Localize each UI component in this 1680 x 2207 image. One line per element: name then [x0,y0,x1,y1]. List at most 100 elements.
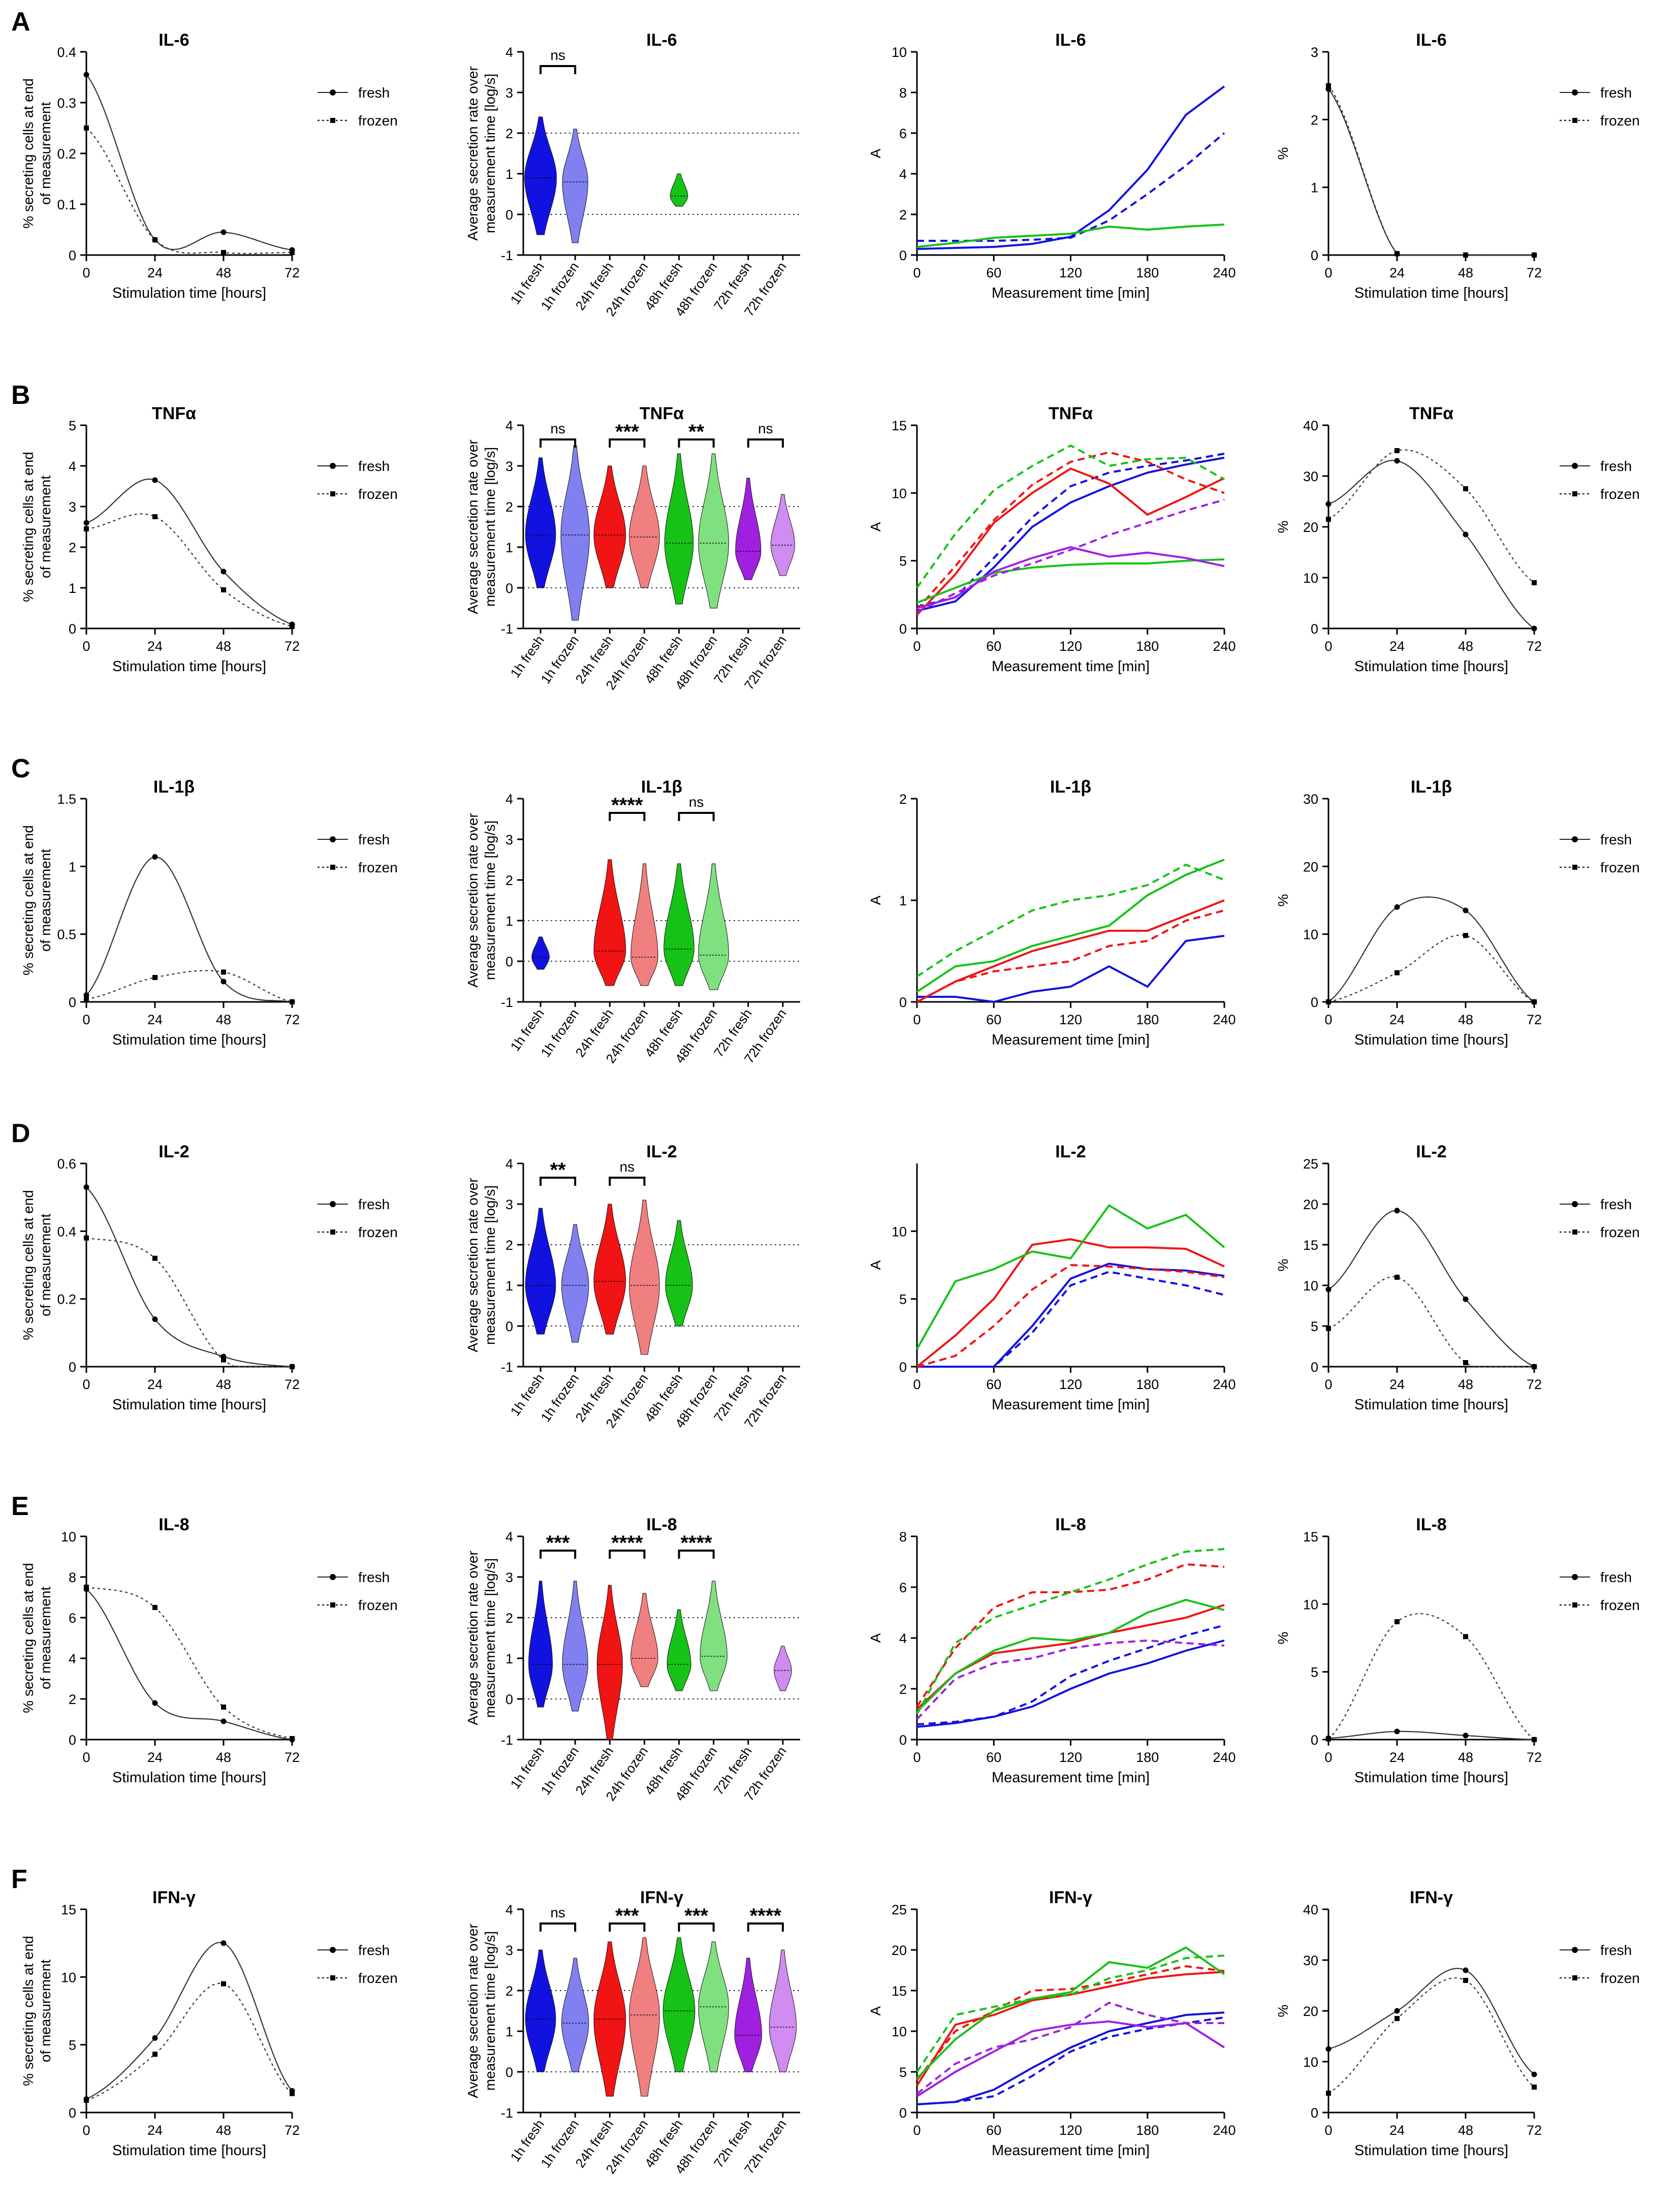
pct-E-curve-frozen [86,1586,293,1740]
pct-C-point-frozen [84,996,89,1002]
pct-C-point-fresh [220,979,227,985]
high-D-legend-frozen-marker [1572,1229,1577,1235]
pct-D-x-label: Stimulation time [hours] [112,1397,266,1413]
pct-C-y-tick-label: 1 [69,859,76,874]
high-B-y-tick-label: 0 [1311,621,1318,637]
conc-D-y-tick-label: 0 [899,1360,907,1375]
high-E-y-tick-label: 10 [1303,1597,1318,1612]
pct-B-legend-fresh: fresh [358,458,390,474]
pct-A-legend-frozen-marker [330,118,335,123]
pct-D-legend-fresh: fresh [358,1196,390,1212]
high-B-legend-fresh: fresh [1600,458,1632,474]
violin-D-y-label-line: Average secretion rate over [465,1178,481,1352]
high-B-y-tick-label: 40 [1303,418,1318,433]
conc-A-y-label: A [868,148,883,158]
high-D-point-frozen [1394,1275,1400,1280]
pct-D-y-label-line: % secreting cells at end [20,1190,36,1340]
pct-A-point-frozen [290,250,295,255]
violin-F-violin-24h-frozen [629,1937,660,2097]
high-E-y-label: % [1275,1632,1291,1645]
pct-A-y-tick-label: 0.2 [57,146,76,162]
high-B-x-tick-label: 0 [1324,639,1332,654]
violin-F-violin-24h-fresh [593,1941,626,2097]
pct-F-y-tick-label: 15 [61,1902,76,1917]
violin-B-y-tick-label: 0 [505,581,513,596]
pct-D-point-fresh [152,1316,158,1322]
pct-F-y-tick-label: 10 [61,1970,76,1985]
conc-A-x-tick-label: 0 [913,265,921,280]
conc-F-y-label: A [868,2006,883,2015]
high-E-legend-frozen-marker [1572,1602,1577,1607]
violin-E-y-tick-label: 4 [505,1529,513,1544]
violin-B-y-tick-label: 1 [505,540,513,555]
pct-B-x-tick-label: 72 [284,639,300,654]
high-D-legend-frozen: frozen [1600,1224,1640,1240]
violin-C-y-tick-label: -1 [501,995,513,1010]
pct-F-y-label-line: % secreting cells at end [20,1936,36,2086]
pct-F-point-frozen [84,2098,89,2103]
high-C-y-label: % [1275,894,1291,907]
conc-E-x-tick-label: 60 [986,1750,1001,1765]
high-C-legend-frozen-marker [1572,865,1577,870]
conc-E-y-tick-label: 6 [899,1580,907,1595]
pct-B-point-fresh [152,477,158,483]
violin-B-y-tick-label: 3 [505,459,513,474]
violin-E-sig-label: **** [611,1532,643,1554]
conc-A-y-tick-label: 0 [899,248,907,263]
conc-E-series-48h-frozen [916,1548,1225,1715]
conc-D-title: IL-2 [1055,1142,1086,1161]
conc-E-series-48h-fresh [916,1598,1225,1713]
violin-E-violin-1h-fresh [528,1581,553,1708]
panel-letter: D [11,1119,30,1148]
violin-E-sig-bracket [609,1550,646,1559]
high-C-x-tick-label: 0 [1324,1012,1332,1027]
high-F-point-fresh [1531,2071,1537,2077]
high-F-y-label-line: % [1275,2005,1291,2017]
pct-E-y-label-line: of measurement [38,1587,53,1690]
violin-C-violin-48h-fresh [663,863,694,986]
high-C-x-tick-label: 24 [1389,1012,1405,1027]
violin-F-violin-48h-fresh [662,1937,695,2072]
violin-C-sig-bracket [678,812,715,821]
violin-C-y-tick-label: 1 [505,913,513,929]
pct-E-x-label: Stimulation time [hours] [112,1770,266,1786]
violin-A-y-label-line: measurement time [log/s] [482,74,498,233]
violin-B-violin-72h-fresh [735,478,762,580]
pct-B-x-tick-label: 24 [147,639,163,654]
violin-D-y-tick-label: -1 [501,1360,513,1375]
pct-E-y-tick-label: 4 [69,1651,76,1666]
violin-F-y-tick-label: 1 [505,2024,513,2039]
high-B-point-frozen [1326,517,1331,522]
violin-B-violin-48h-fresh [664,453,694,605]
conc-E-x-tick-label: 180 [1136,1750,1159,1765]
high-C-legend-frozen: frozen [1600,860,1640,875]
pct-F-legend-frozen: frozen [358,1970,398,1986]
pct-A-legend-fresh: fresh [358,85,390,101]
pct-C-point-frozen [152,975,157,980]
high-B-curve-frozen [1328,449,1535,583]
pct-A-x-tick-label: 48 [216,265,231,280]
pct-D-legend-frozen-marker [330,1229,335,1235]
high-E-point-fresh [1463,1732,1469,1739]
pct-B-point-frozen [152,514,157,519]
pct-F-point-frozen [290,2091,295,2096]
conc-B-series-48h-fresh [916,558,1225,604]
conc-D-series-48h-fresh [916,1204,1225,1350]
high-E-x-tick-label: 24 [1389,1750,1405,1765]
conc-B-y-label-line: A [868,522,883,531]
violin-E-sig-label: **** [680,1532,712,1554]
high-A-legend-frozen-marker [1572,118,1577,123]
violin-C-violin-48h-frozen [698,863,730,990]
pct-E-x-tick-label: 0 [82,1750,90,1765]
pct-F-legend-fresh-marker [330,1947,336,1953]
violin-A-y-tick-label: 3 [505,85,513,101]
violin-C-y-tick-label: 2 [505,873,513,888]
pct-E-legend-fresh-marker [330,1574,336,1580]
pct-B-y-tick-label: 0 [69,621,76,637]
pct-F-x-tick-label: 72 [284,2123,300,2138]
high-C-point-frozen [1532,999,1537,1004]
violin-B-sig-bracket [540,438,577,448]
conc-F-x-tick-label: 0 [913,2123,921,2138]
